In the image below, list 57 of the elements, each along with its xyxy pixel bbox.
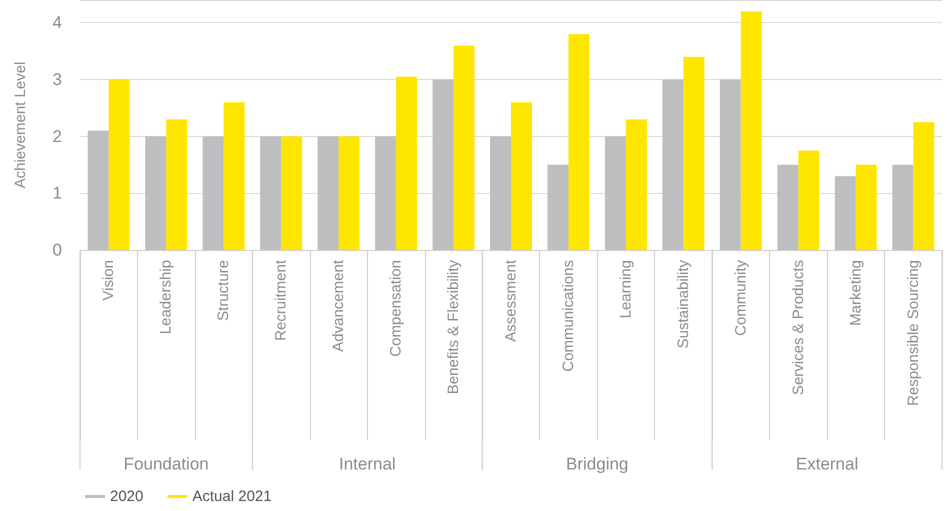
x-tick-label: Advancement (330, 259, 348, 352)
x-tick-label: Responsible Sourcing (904, 260, 922, 406)
bar (511, 102, 532, 250)
text: External (796, 454, 858, 474)
legend-label: 2020 (110, 488, 144, 505)
x-tick-label: Services & Products (790, 260, 807, 396)
bar (720, 80, 741, 250)
bar (777, 164, 798, 250)
x-tick-label: Communications (560, 260, 577, 372)
bar (547, 164, 568, 250)
bar (913, 122, 934, 250)
bar (396, 76, 418, 250)
bar (662, 80, 684, 250)
x-tick-label: Sustainability (674, 260, 692, 348)
bar (798, 150, 820, 250)
bar (740, 11, 762, 250)
bar (892, 164, 914, 250)
bar (834, 176, 856, 250)
bar (432, 80, 454, 250)
bar (338, 136, 360, 250)
bar (202, 136, 224, 250)
x-tick-label: Recruitment (272, 259, 290, 341)
bar (490, 136, 511, 250)
bar (108, 80, 130, 250)
bar (604, 136, 626, 250)
bar (568, 34, 590, 250)
bar (318, 136, 339, 250)
bar (281, 136, 302, 250)
y-tick-label: 1 (52, 184, 62, 203)
text: Internal (338, 454, 396, 474)
x-tick-label: Assessment (502, 259, 520, 342)
bar (626, 119, 647, 250)
x-tick-label: Compensation (388, 260, 405, 357)
bar (856, 164, 877, 250)
y-tick-label: 0 (52, 240, 62, 260)
legend-label: Actual 2021 (192, 488, 272, 505)
bar (683, 56, 704, 250)
bar (88, 130, 109, 250)
text: Bridging (566, 454, 628, 474)
bar (224, 102, 245, 250)
bar (260, 136, 282, 250)
x-tick-label: Community (732, 260, 750, 336)
bar (166, 119, 188, 250)
bar (375, 136, 396, 250)
y-tick-label: 4 (52, 13, 62, 32)
x-tick-label: Leadership (158, 260, 175, 334)
x-tick-label: Marketing (847, 260, 864, 326)
y-tick-label: 3 (52, 70, 62, 90)
x-tick-label: Structure (215, 260, 232, 321)
x-tick-label: Learning (617, 260, 634, 318)
bar (454, 45, 475, 250)
x-tick-label: Benefits & Flexibility (445, 260, 462, 394)
bar (145, 136, 166, 250)
y-tick-label: 2 (52, 126, 62, 146)
x-tick-label: Vision (100, 260, 118, 301)
text: Foundation (124, 454, 209, 474)
y-axis-title: Achievement Level (12, 62, 29, 188)
